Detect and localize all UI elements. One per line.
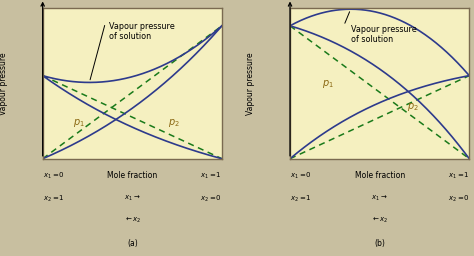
Text: $x_2$ =1: $x_2$ =1 bbox=[290, 194, 311, 204]
Text: Vapour pressure
of solution: Vapour pressure of solution bbox=[351, 25, 417, 44]
Text: $x_1 \rightarrow$: $x_1 \rightarrow$ bbox=[124, 194, 140, 203]
Text: $x_1$ =0: $x_1$ =0 bbox=[290, 171, 312, 181]
Text: $x_1 \rightarrow$: $x_1 \rightarrow$ bbox=[372, 194, 388, 203]
Text: (a): (a) bbox=[127, 239, 137, 248]
Text: (b): (b) bbox=[374, 239, 385, 248]
Text: $x_2$ =1: $x_2$ =1 bbox=[43, 194, 64, 204]
Text: Vapour pressure: Vapour pressure bbox=[0, 52, 8, 114]
Text: $x_1$ =1: $x_1$ =1 bbox=[448, 171, 469, 181]
Text: Vapour pressure
of solution: Vapour pressure of solution bbox=[109, 22, 175, 41]
Text: $x_2$ =0: $x_2$ =0 bbox=[447, 194, 469, 204]
Text: Mole fraction: Mole fraction bbox=[355, 171, 405, 180]
Text: $\leftarrow x_2$: $\leftarrow x_2$ bbox=[371, 216, 388, 225]
Text: $p_2$: $p_2$ bbox=[407, 101, 418, 113]
Text: Vapour pressure: Vapour pressure bbox=[246, 52, 255, 114]
Text: $p_1$: $p_1$ bbox=[322, 78, 334, 90]
Text: $x_2$ =0: $x_2$ =0 bbox=[200, 194, 222, 204]
Text: $p_1$: $p_1$ bbox=[73, 118, 85, 130]
Text: Mole fraction: Mole fraction bbox=[107, 171, 157, 180]
Text: $x_1$ =0: $x_1$ =0 bbox=[43, 171, 64, 181]
Text: $\leftarrow x_2$: $\leftarrow x_2$ bbox=[124, 216, 141, 225]
Text: $x_1$ =1: $x_1$ =1 bbox=[201, 171, 222, 181]
Text: $p_2$: $p_2$ bbox=[168, 118, 180, 130]
